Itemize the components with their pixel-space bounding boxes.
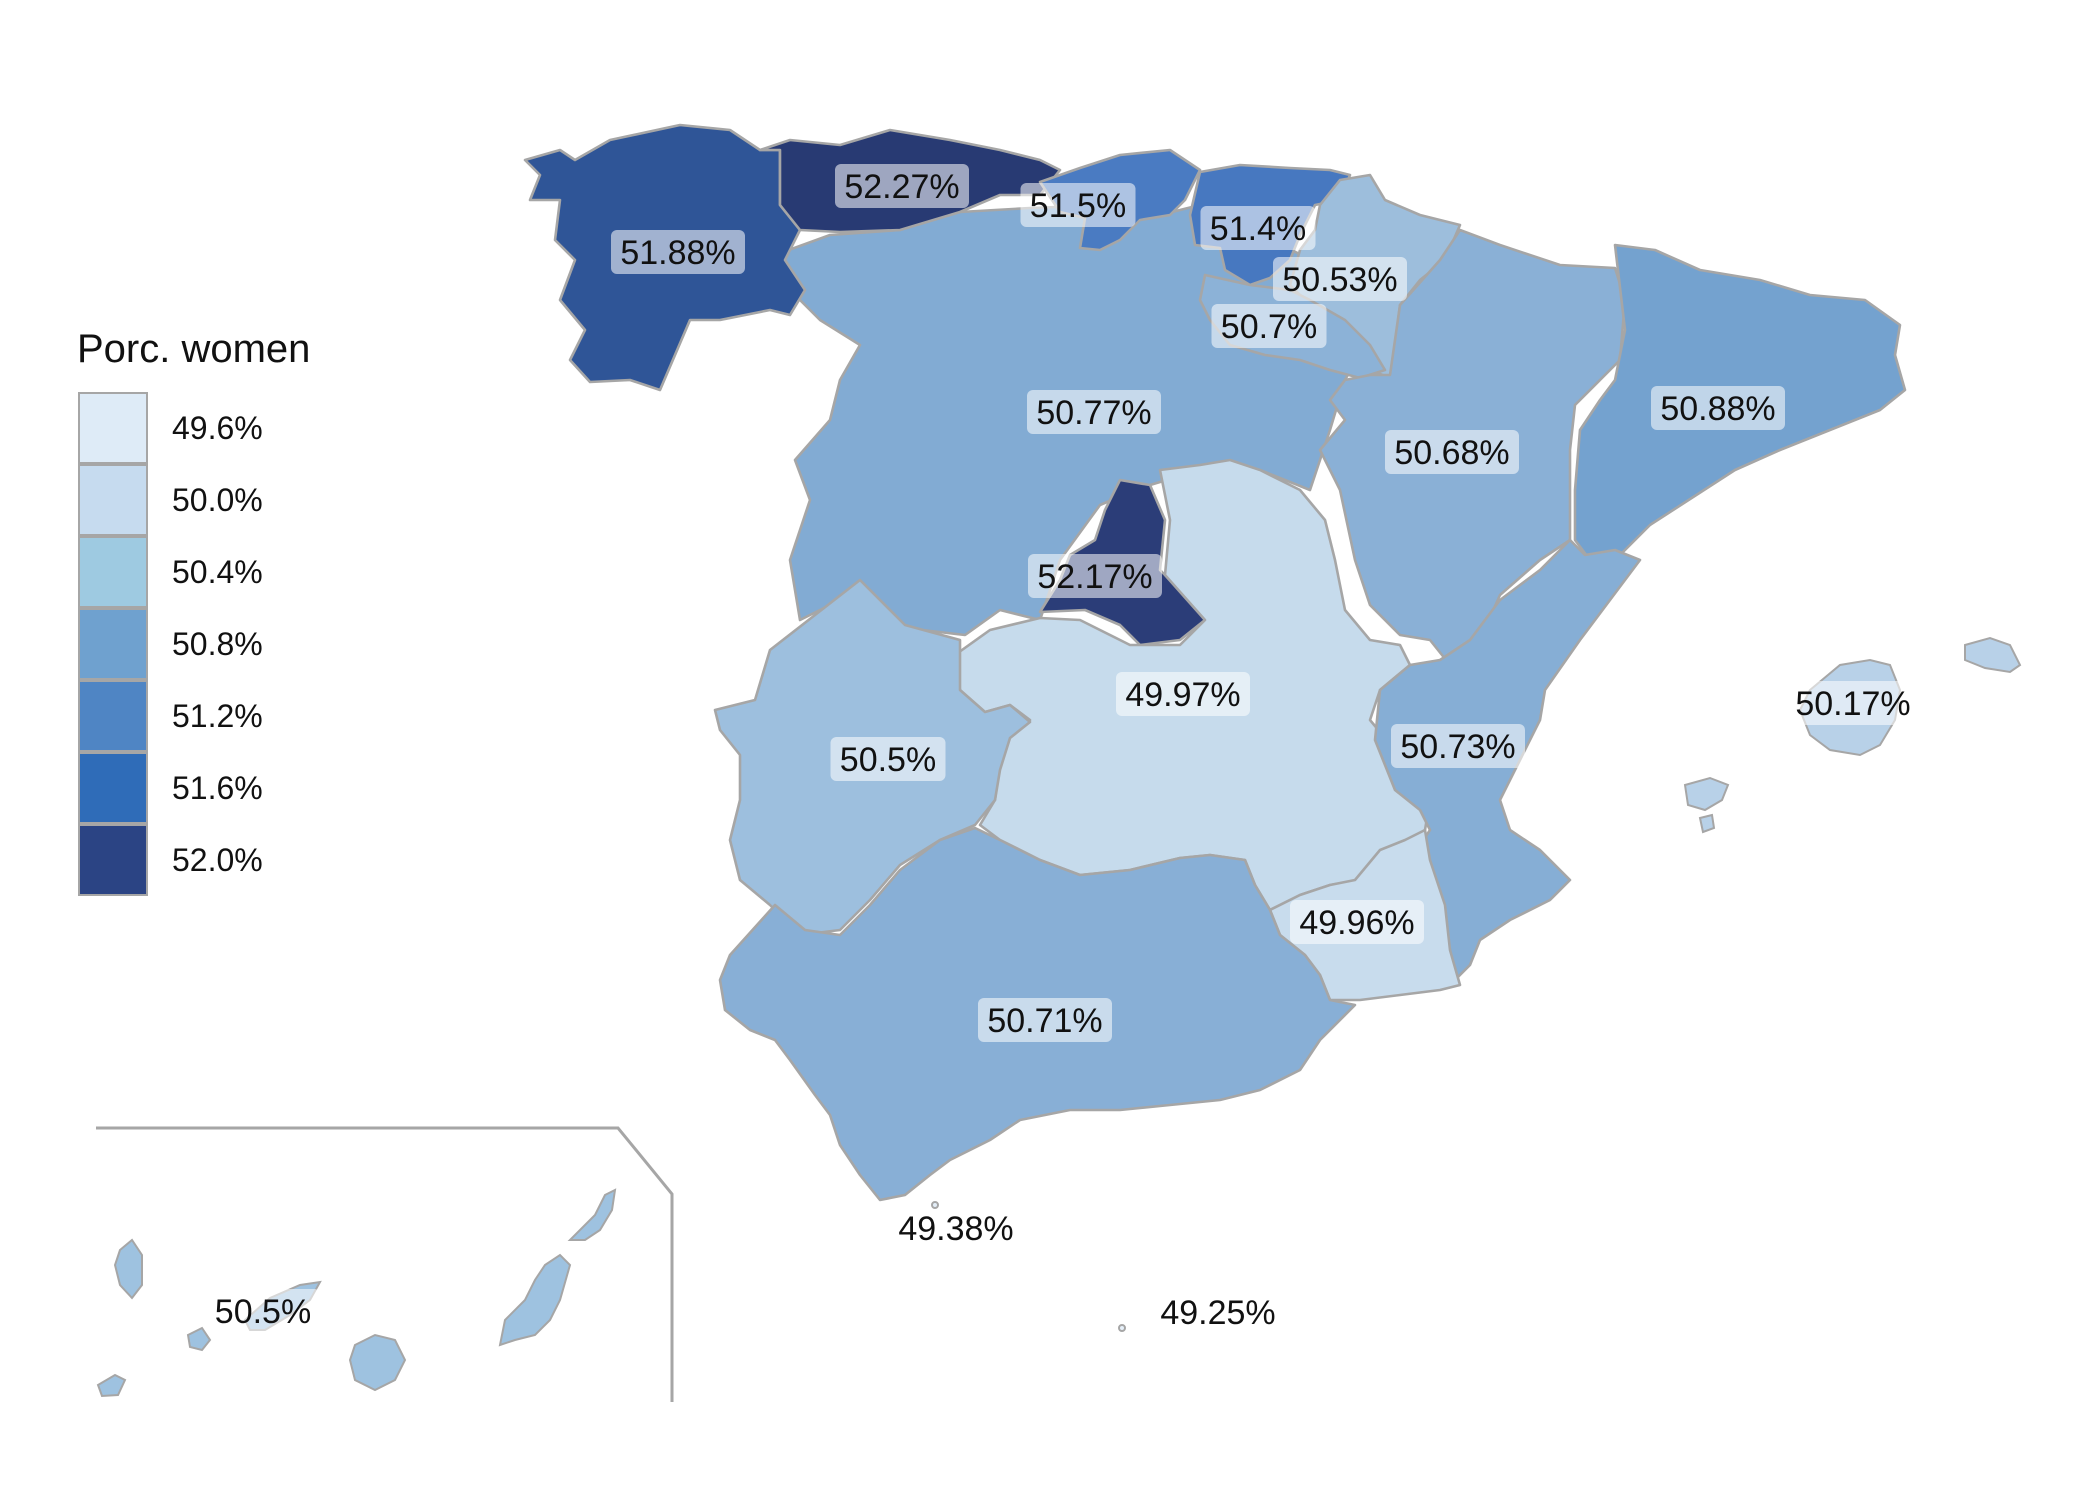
label-background <box>1273 257 1407 301</box>
legend-swatch <box>78 752 148 824</box>
legend-label: 51.2% <box>172 698 263 734</box>
legend-swatch <box>78 608 148 680</box>
label-background <box>1028 554 1162 598</box>
region-label: 50.71% <box>978 998 1112 1042</box>
region-canarias-el-hierro[interactable] <box>96 1373 127 1398</box>
region-value-label: 50.7% <box>1221 308 1317 346</box>
region-value-label: 50.71% <box>987 1002 1102 1040</box>
legend-swatch <box>78 536 148 608</box>
region-value-label: 50.88% <box>1660 390 1775 428</box>
region-canarias-fuerteventura[interactable] <box>498 1253 572 1347</box>
region-value-label: 52.27% <box>844 168 959 206</box>
region-label: 50.5% <box>205 1289 321 1333</box>
region-value-label: 52.17% <box>1037 558 1152 596</box>
legend-label: 50.0% <box>172 482 263 518</box>
legend-swatch <box>78 392 148 464</box>
region-canarias-la-palma[interactable] <box>113 1238 143 1300</box>
region-illes-balears-ibiza[interactable] <box>1683 776 1730 812</box>
legend-label: 51.6% <box>172 770 263 806</box>
region-label: 49.25% <box>1160 1294 1275 1332</box>
legend-label: 50.8% <box>172 626 263 662</box>
region-value-label: 50.17% <box>1795 685 1910 723</box>
region-value-label: 50.53% <box>1282 261 1397 299</box>
region-melilla[interactable] <box>1118 1324 1126 1332</box>
region-canarias-gran-canaria[interactable] <box>348 1333 407 1392</box>
region-ceuta[interactable] <box>931 1201 939 1209</box>
region-value-label: 51.5% <box>1030 187 1126 225</box>
region-label: 51.4% <box>1200 206 1316 250</box>
region-value-label: 49.97% <box>1125 676 1240 714</box>
region-value-label: 49.96% <box>1299 904 1414 942</box>
region-value-label: 50.5% <box>215 1293 311 1331</box>
label-background <box>835 164 969 208</box>
region-value-label: 49.25% <box>1160 1294 1275 1332</box>
region-value-label: 50.5% <box>840 741 936 779</box>
label-background <box>1211 304 1327 348</box>
label-background <box>1200 206 1316 250</box>
legend-swatch <box>78 464 148 536</box>
label-background <box>1385 430 1519 474</box>
region-label: 51.5% <box>1020 183 1136 227</box>
label-background <box>830 737 946 781</box>
region-label: 49.97% <box>1116 672 1250 716</box>
label-background <box>1027 390 1161 434</box>
region-value-label: 51.88% <box>620 234 735 272</box>
region-value-label: 51.4% <box>1210 210 1306 248</box>
legend-label: 50.4% <box>172 554 263 590</box>
label-background <box>978 998 1112 1042</box>
label-background <box>205 1289 321 1333</box>
region-label: 50.5% <box>830 737 946 781</box>
region-label: 50.88% <box>1651 386 1785 430</box>
label-background <box>1786 681 1920 725</box>
legend-label: 49.6% <box>172 410 263 446</box>
legend-title: Porc. women <box>77 327 310 371</box>
region-value-label: 50.77% <box>1036 394 1151 432</box>
label-background <box>1290 900 1424 944</box>
region-illes-balears-menorca[interactable] <box>1964 636 2022 674</box>
region-label: 50.77% <box>1027 390 1161 434</box>
region-value-label: 50.68% <box>1394 434 1509 472</box>
region-label: 50.68% <box>1385 430 1519 474</box>
label-background <box>1020 183 1136 227</box>
region-labels: 51.88% 52.27% 51.5% 51.4% 50.53% 50.7% 50.77% 5… <box>205 164 1920 1333</box>
legend: Porc. women 49.6% 50.0% 50.4% 50.8% 51.2% 51.… <box>77 327 310 896</box>
region-label: 50.53% <box>1273 257 1407 301</box>
legend-label: 52.0% <box>172 842 263 878</box>
region-label: 50.7% <box>1211 304 1327 348</box>
region-label: 50.17% <box>1786 681 1920 725</box>
label-background <box>1116 672 1250 716</box>
region-canarias-lanzarote[interactable] <box>567 1188 617 1241</box>
label-background <box>1391 724 1525 768</box>
label-background <box>611 230 745 274</box>
canarias-inset-frame <box>96 1126 674 1402</box>
region-value-label: 49.38% <box>898 1210 1013 1248</box>
region-canarias-la-gomera[interactable] <box>186 1326 212 1352</box>
legend-swatch <box>78 824 148 896</box>
label-background <box>1651 386 1785 430</box>
region-value-label: 50.73% <box>1400 728 1515 766</box>
region-illes-balears-formentera[interactable] <box>1698 813 1716 834</box>
region-label: 49.96% <box>1290 900 1424 944</box>
region-label: 52.17% <box>1028 554 1162 598</box>
region-label: 50.73% <box>1391 724 1525 768</box>
legend-swatch <box>78 680 148 752</box>
region-label: 49.38% <box>898 1210 1013 1248</box>
region-label: 51.88% <box>611 230 745 274</box>
region-label: 52.27% <box>835 164 969 208</box>
